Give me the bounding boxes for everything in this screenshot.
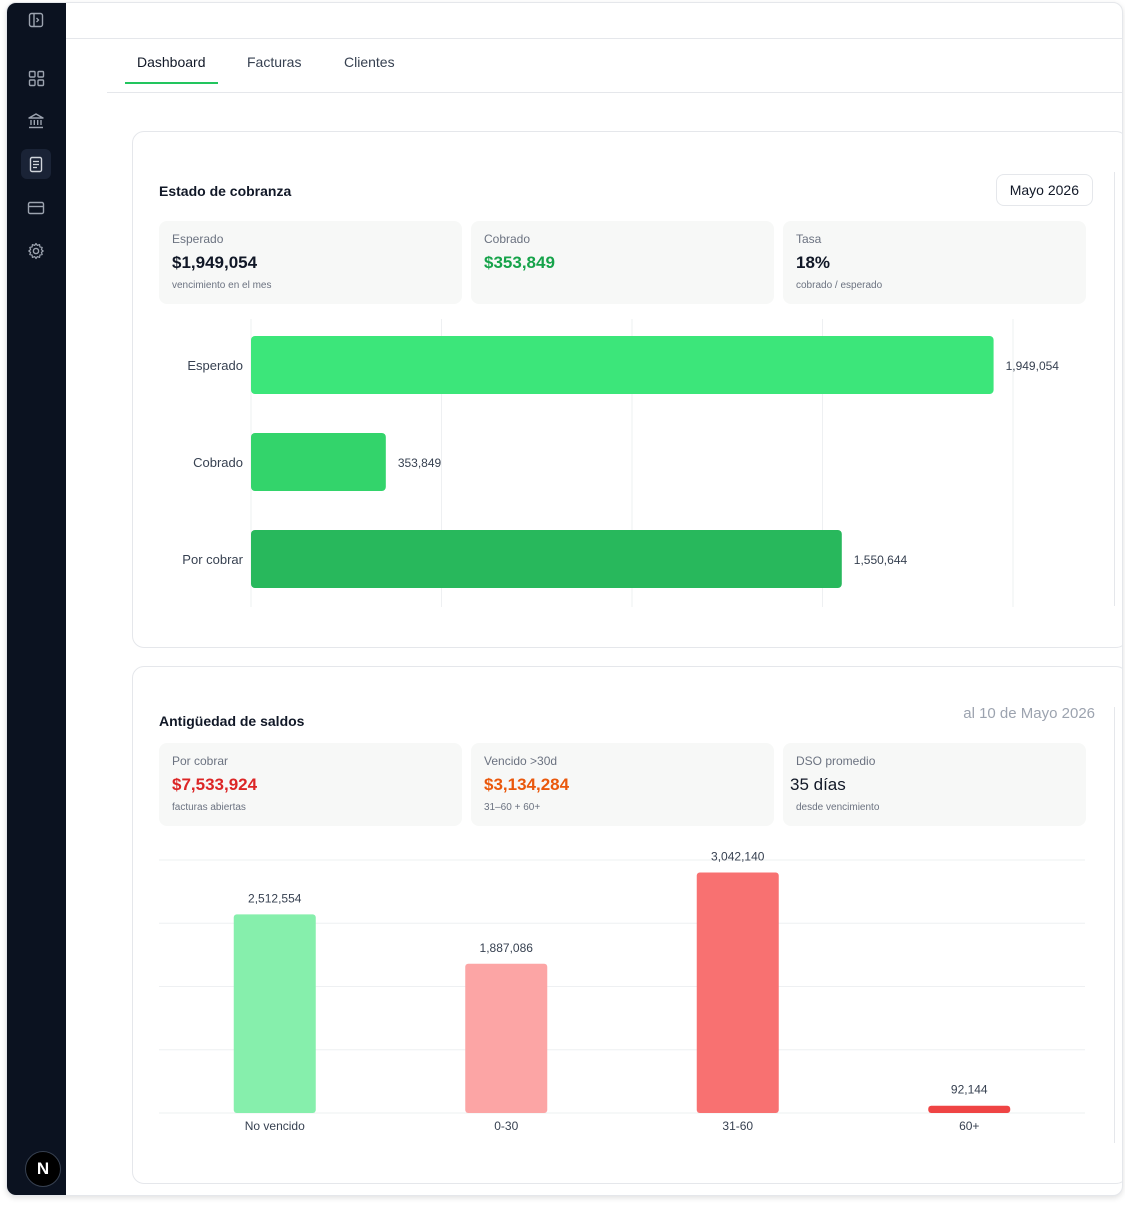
value-label: 92,144 xyxy=(951,1083,988,1097)
kpi-subtext: 31–60 + 60+ xyxy=(484,802,541,813)
collection-status-title: Estado de cobranza xyxy=(159,183,292,199)
bar-60+ xyxy=(928,1105,1011,1113)
tab-dashboard[interactable]: Dashboard xyxy=(125,54,218,84)
kpi-label: Por cobrar xyxy=(172,754,229,768)
collection-bar-chart: Esperado 1,949,054 Cobrado 353,849 Por cobra… xyxy=(182,319,1060,607)
category-label: Esperado xyxy=(187,358,243,373)
value-label: 1,550,644 xyxy=(854,553,908,567)
kpi-receivable: Por cobrar $7,533,924 facturas abiertas xyxy=(159,743,462,826)
aging-title: Antigüedad de saldos xyxy=(159,713,305,729)
category-label: Cobrado xyxy=(193,455,243,470)
value-label: 3,042,140 xyxy=(711,849,765,863)
bar-cobrado xyxy=(251,433,386,491)
tab-facturas[interactable]: Facturas xyxy=(247,54,302,70)
category-label: 0-30 xyxy=(494,1119,518,1133)
category-label: 60+ xyxy=(959,1119,979,1133)
grid-icon[interactable] xyxy=(21,63,51,93)
sidebar-toggle-icon[interactable] xyxy=(21,5,51,35)
aging-card: Antigüedad de saldos al 10 de Mayo 2026 … xyxy=(132,666,1122,1184)
value-label: 1,949,054 xyxy=(1006,359,1060,373)
kpi-subtext: vencimiento en el mes xyxy=(172,280,272,291)
aging-date-label: al 10 de Mayo 2026 xyxy=(963,705,1095,722)
kpi-label: Cobrado xyxy=(484,232,531,246)
kpi-value: $1,949,054 xyxy=(172,253,258,272)
kpi-value: $353,849 xyxy=(484,253,555,272)
category-label: 31-60 xyxy=(722,1119,753,1133)
bar-por-cobrar xyxy=(251,530,842,588)
kpi-subtext: facturas abiertas xyxy=(172,802,246,813)
value-label: 353,849 xyxy=(398,456,442,470)
bar-31-60 xyxy=(696,872,779,1113)
kpi-value: 18% xyxy=(796,253,831,272)
document-icon[interactable] xyxy=(21,149,51,179)
kpi-subtext: desde vencimiento xyxy=(796,802,880,813)
top-bar xyxy=(66,3,1122,39)
app-window: N Dashboard Facturas Clientes Estado de … xyxy=(6,2,1123,1196)
tab-bar: Dashboard Facturas Clientes xyxy=(107,39,1122,93)
avatar[interactable]: N xyxy=(25,1151,61,1187)
gear-icon[interactable] xyxy=(21,236,51,266)
bar-no-vencido xyxy=(233,914,316,1113)
bar-0-30 xyxy=(465,963,548,1113)
kpi-overdue: Vencido >30d $3,134,284 31–60 + 60+ xyxy=(471,743,774,826)
kpi-value: $7,533,924 xyxy=(172,775,258,794)
aging-bar-chart: 2,512,554 No vencido 1,887,086 0-30 3,042,14… xyxy=(159,849,1085,1133)
kpi-value: 35 días xyxy=(790,775,846,794)
kpi-expected: Esperado $1,949,054 vencimiento en el me… xyxy=(159,221,462,304)
kpi-subtext: cobrado / esperado xyxy=(796,280,883,291)
kpi-dso: DSO promedio 35 días desde vencimiento xyxy=(783,743,1086,826)
tab-clientes[interactable]: Clientes xyxy=(344,54,395,70)
value-label: 1,887,086 xyxy=(480,941,534,955)
period-label: Mayo 2026 xyxy=(1009,182,1079,198)
sidebar: N xyxy=(7,3,66,1195)
value-label: 2,512,554 xyxy=(248,891,302,905)
kpi-label: Vencido >30d xyxy=(484,754,558,768)
category-label: Por cobrar xyxy=(182,552,243,567)
kpi-value: $3,134,284 xyxy=(484,775,570,794)
category-label: No vencido xyxy=(245,1119,305,1133)
period-selector-button[interactable]: Mayo 2026 xyxy=(995,174,1093,206)
kpi-rate: Tasa 18% cobrado / esperado xyxy=(783,221,1086,304)
card-divider xyxy=(1114,172,1115,606)
kpi-label: DSO promedio xyxy=(796,754,876,768)
card-icon[interactable] xyxy=(21,193,51,223)
kpi-label: Tasa xyxy=(796,232,822,246)
avatar-letter: N xyxy=(36,1159,50,1178)
card-divider xyxy=(1114,707,1115,1143)
kpi-label: Esperado xyxy=(172,232,224,246)
kpi-collected: Cobrado $353,849 xyxy=(471,221,774,304)
collection-status-card: Estado de cobranza Mayo 2026 Esperado $1… xyxy=(132,131,1122,648)
bar-esperado xyxy=(251,336,994,394)
bank-icon[interactable] xyxy=(21,106,51,136)
